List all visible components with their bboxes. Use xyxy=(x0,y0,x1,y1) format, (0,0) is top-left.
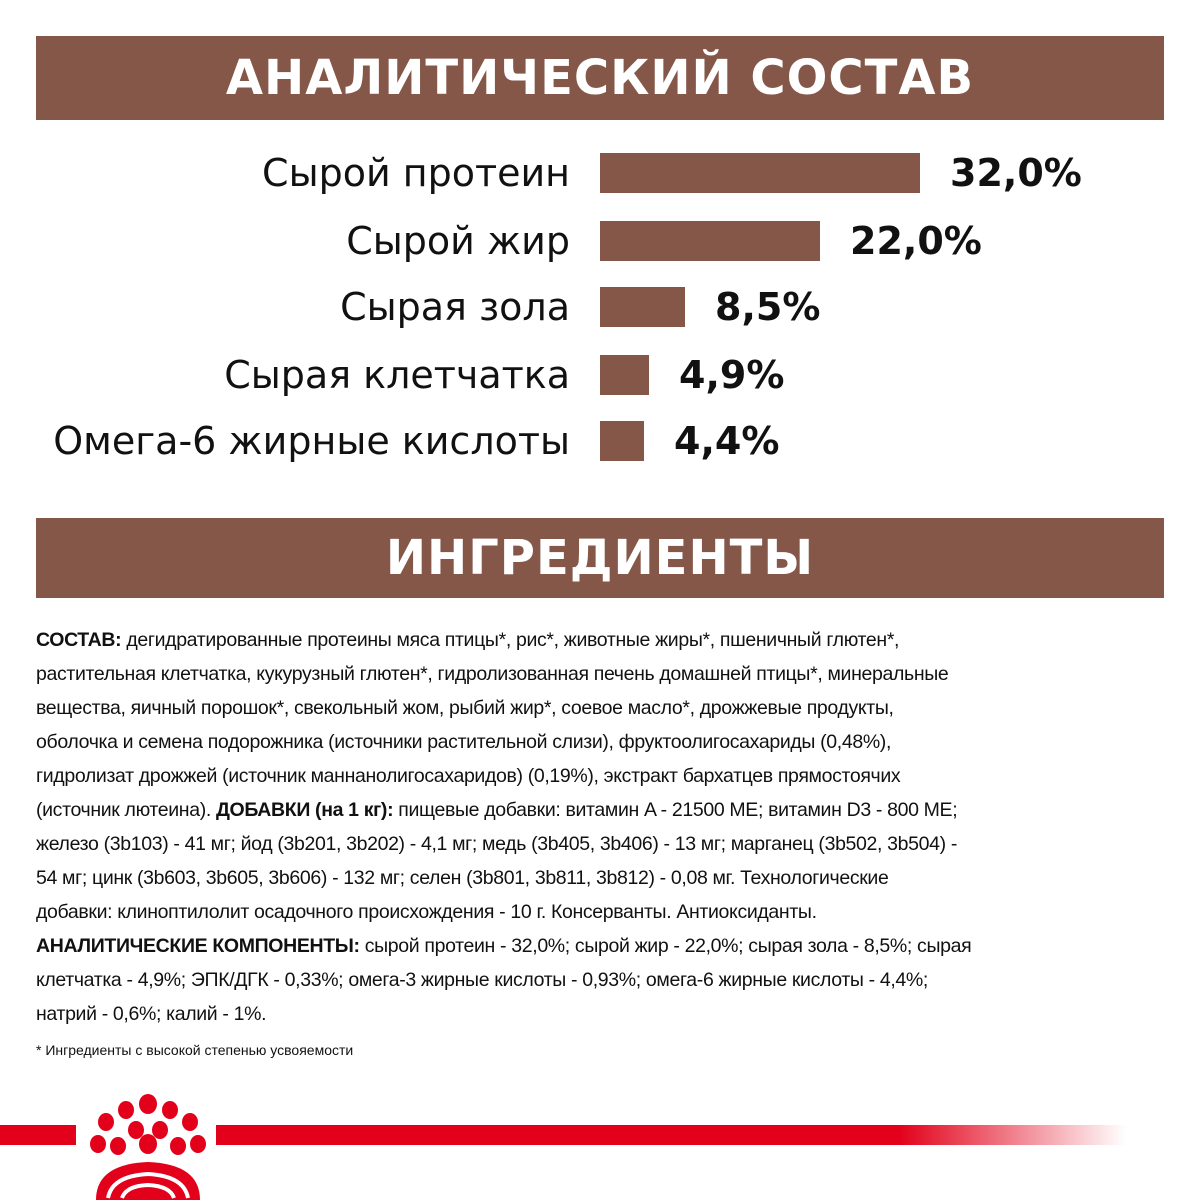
bar xyxy=(600,355,649,395)
bar-label: Сырая зола xyxy=(340,285,570,329)
ingredients-line: натрий - 0,6%; калий - 1%. xyxy=(36,997,1176,1031)
ingredients-line: вещества, яичный порошок*, свекольный жо… xyxy=(36,691,1176,725)
text-segment: натрий - 0,6%; калий - 1%. xyxy=(36,1003,267,1025)
bar-value-label: 4,9% xyxy=(679,353,785,397)
text-segment: оболочка и семена подорожника (источники… xyxy=(36,731,892,753)
bar-row: Сырой жир 22,0% xyxy=(0,219,1200,263)
text-segment: железо (3b103) - 41 мг; йод (3b201, 3b20… xyxy=(36,833,958,855)
header-title: АНАЛИТИЧЕСКИЙ СОСТАВ xyxy=(225,50,975,106)
header-title: ИНГРЕДИЕНТЫ xyxy=(385,530,815,586)
bar-label: Сырая клетчатка xyxy=(224,353,570,397)
text-segment: (источник лютеина). xyxy=(36,799,217,821)
royal-canin-crown-logo xyxy=(90,1094,206,1200)
bar-value-label: 8,5% xyxy=(715,285,821,329)
bar-row: Омега-6 жирные кислоты 4,4% xyxy=(0,419,1200,463)
text-segment: вещества, яичный порошок*, свекольный жо… xyxy=(36,697,894,719)
text-segment: гидролизат дрожжей (источник маннанолиго… xyxy=(36,765,901,787)
text-segment: клетчатка - 4,9%; ЭПК/ДГК - 0,33%; омега… xyxy=(36,969,928,991)
ingredients-line: СОСТАВ: дегидратированные протеины мяса … xyxy=(36,623,1176,657)
ingredients-line: клетчатка - 4,9%; ЭПК/ДГК - 0,33%; омега… xyxy=(36,963,1176,997)
ingredients-line: оболочка и семена подорожника (источники… xyxy=(36,725,1176,759)
ingredients-line: гидролизат дрожжей (источник маннанолиго… xyxy=(36,759,1176,793)
bar xyxy=(600,287,685,327)
brand-line-left xyxy=(0,1125,76,1145)
text-segment: сырой протеин - 32,0%; сырой жир - 22,0%… xyxy=(359,935,972,957)
ingredients-line: добавки: клиноптилолит осадочного происх… xyxy=(36,895,1176,929)
section-label: ДОБАВКИ (на 1 кг): xyxy=(216,799,394,821)
analytic-composition-header: АНАЛИТИЧЕСКИЙ СОСТАВ xyxy=(36,36,1164,120)
bar-row: Сырая клетчатка 4,9% xyxy=(0,353,1200,397)
section-label: СОСТАВ: xyxy=(36,629,122,651)
bar-label: Сырой жир xyxy=(346,219,570,263)
text-segment: 54 мг; цинк (3b603, 3b605, 3b606) - 132 … xyxy=(36,867,889,889)
bar xyxy=(600,221,820,261)
bar-row: Сырая зола 8,5% xyxy=(0,285,1200,329)
bar xyxy=(600,153,920,193)
text-segment: пищевые добавки: витамин A - 21500 МЕ; в… xyxy=(393,799,958,821)
bar-row: Сырой протеин 32,0% xyxy=(0,151,1200,195)
ingredients-line: АНАЛИТИЧЕСКИЕ КОМПОНЕНТЫ: сырой протеин … xyxy=(36,929,1176,963)
bar-value-label: 32,0% xyxy=(950,151,1082,195)
ingredients-line: (источник лютеина). ДОБАВКИ (на 1 кг): п… xyxy=(36,793,1176,827)
bar-label: Сырой протеин xyxy=(262,151,570,195)
ingredients-header: ИНГРЕДИЕНТЫ xyxy=(36,518,1164,598)
text-segment: растительная клетчатка, кукурузный глюте… xyxy=(36,663,949,685)
text-segment: добавки: клиноптилолит осадочного происх… xyxy=(36,901,817,923)
brand-line-right xyxy=(216,1125,1126,1145)
section-label: АНАЛИТИЧЕСКИЕ КОМПОНЕНТЫ: xyxy=(36,935,360,957)
ingredients-line: 54 мг; цинк (3b603, 3b605, 3b606) - 132 … xyxy=(36,861,1176,895)
ingredients-text: СОСТАВ: дегидратированные протеины мяса … xyxy=(36,623,1176,1031)
ingredients-line: железо (3b103) - 41 мг; йод (3b201, 3b20… xyxy=(36,827,1176,861)
text-segment: дегидратированные протеины мяса птицы*, … xyxy=(121,629,900,651)
bar xyxy=(600,421,644,461)
footnote: * Ингредиенты с высокой степенью усвояем… xyxy=(36,1042,354,1058)
bar-value-label: 22,0% xyxy=(850,219,982,263)
bar-value-label: 4,4% xyxy=(674,419,780,463)
bar-label: Омега-6 жирные кислоты xyxy=(53,419,570,463)
ingredients-line: растительная клетчатка, кукурузный глюте… xyxy=(36,657,1176,691)
